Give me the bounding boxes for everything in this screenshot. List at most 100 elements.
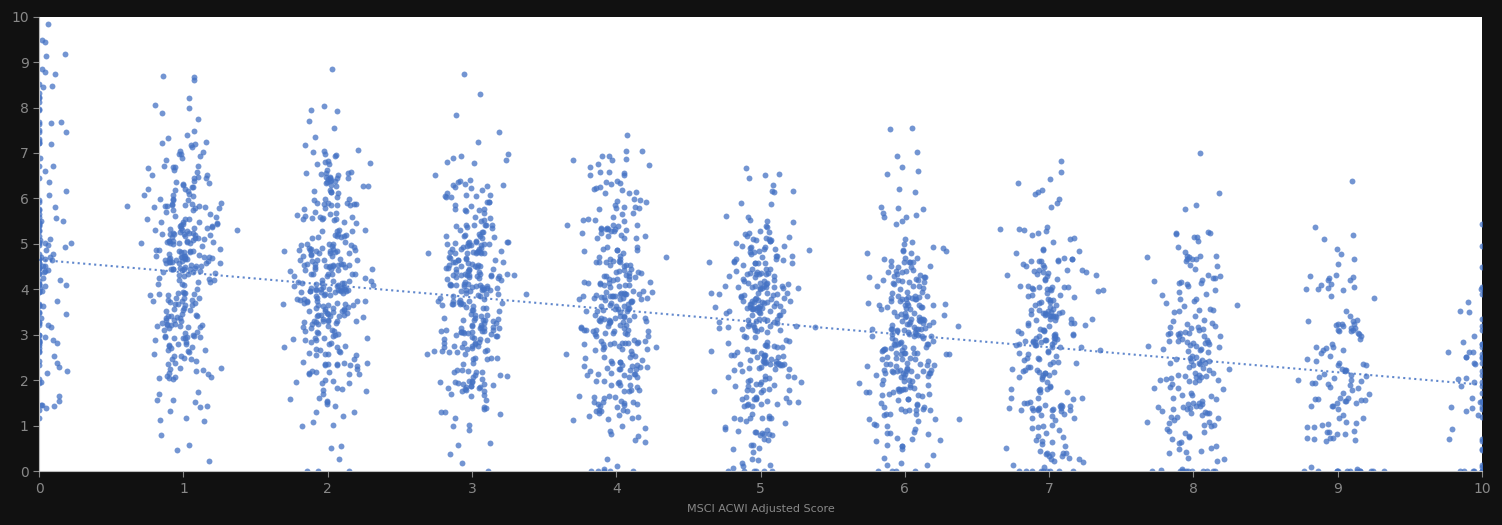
Point [422, 346, 446, 355]
Point [897, 375, 921, 384]
Point [604, 302, 628, 310]
Point [1032, 261, 1056, 269]
Point [581, 294, 605, 302]
Point [572, 247, 596, 255]
Point [1170, 278, 1194, 286]
Point [201, 238, 225, 247]
Point [763, 188, 787, 196]
Point [433, 192, 457, 200]
Point [170, 266, 194, 275]
Point [466, 138, 490, 146]
Point [934, 247, 958, 255]
Point [170, 226, 194, 234]
Point [472, 249, 496, 258]
Point [1151, 291, 1175, 300]
Point [1178, 353, 1202, 362]
Point [357, 159, 382, 167]
Point [485, 354, 509, 362]
Point [731, 297, 756, 305]
Point [162, 373, 186, 382]
Point [1035, 223, 1059, 231]
Point [315, 177, 339, 186]
Point [161, 240, 185, 248]
Point [886, 276, 910, 284]
Point [27, 174, 51, 182]
Point [173, 334, 197, 342]
Point [883, 267, 907, 275]
Point [1343, 427, 1367, 436]
Point [1161, 435, 1185, 444]
Point [1047, 426, 1071, 434]
Point [185, 285, 209, 293]
Point [757, 265, 781, 274]
Point [906, 400, 930, 408]
Point [1030, 437, 1054, 446]
Point [455, 271, 479, 279]
Point [461, 373, 485, 381]
Point [742, 428, 766, 437]
Point [336, 379, 360, 387]
Point [442, 271, 466, 279]
Point [933, 311, 957, 319]
Point [161, 206, 185, 215]
Point [599, 299, 623, 308]
Point [599, 381, 623, 389]
Point [473, 319, 497, 327]
Point [882, 387, 906, 396]
Point [599, 156, 623, 164]
Point [1325, 245, 1349, 253]
Point [915, 343, 939, 351]
Point [451, 299, 475, 308]
Point [345, 146, 369, 154]
Point [27, 379, 51, 387]
Point [611, 294, 635, 302]
Point [746, 247, 771, 256]
Point [1182, 233, 1206, 241]
Point [1184, 201, 1208, 209]
Point [602, 393, 626, 401]
Point [876, 170, 900, 178]
Point [1184, 312, 1208, 321]
Point [317, 301, 341, 309]
Point [27, 343, 51, 352]
Point [740, 297, 765, 306]
Point [1026, 432, 1050, 440]
Point [883, 335, 907, 344]
Point [194, 174, 218, 182]
Point [27, 280, 51, 288]
Point [1304, 395, 1328, 404]
Point [351, 181, 376, 190]
Point [336, 286, 360, 294]
Point [326, 247, 350, 256]
Point [1035, 467, 1059, 475]
Point [1179, 323, 1203, 332]
Point [299, 338, 323, 347]
Point [1349, 395, 1373, 404]
Point [874, 360, 898, 368]
Point [601, 213, 625, 221]
Point [27, 357, 51, 365]
Point [158, 237, 182, 245]
Point [39, 235, 63, 244]
Point [901, 282, 925, 290]
Point [285, 295, 309, 303]
Point [333, 238, 357, 247]
Point [443, 205, 467, 213]
Point [170, 256, 194, 265]
Point [856, 273, 880, 281]
Point [613, 290, 637, 298]
Point [439, 248, 463, 256]
Point [454, 206, 478, 214]
Point [1325, 467, 1349, 475]
Point [152, 162, 176, 171]
Point [620, 398, 644, 406]
Point [177, 440, 201, 449]
Point [889, 350, 913, 359]
Point [736, 316, 760, 324]
Point [762, 276, 786, 284]
Point [1349, 467, 1373, 475]
Point [1322, 373, 1346, 382]
Point [898, 354, 922, 362]
Point [225, 226, 249, 234]
Point [27, 269, 51, 278]
